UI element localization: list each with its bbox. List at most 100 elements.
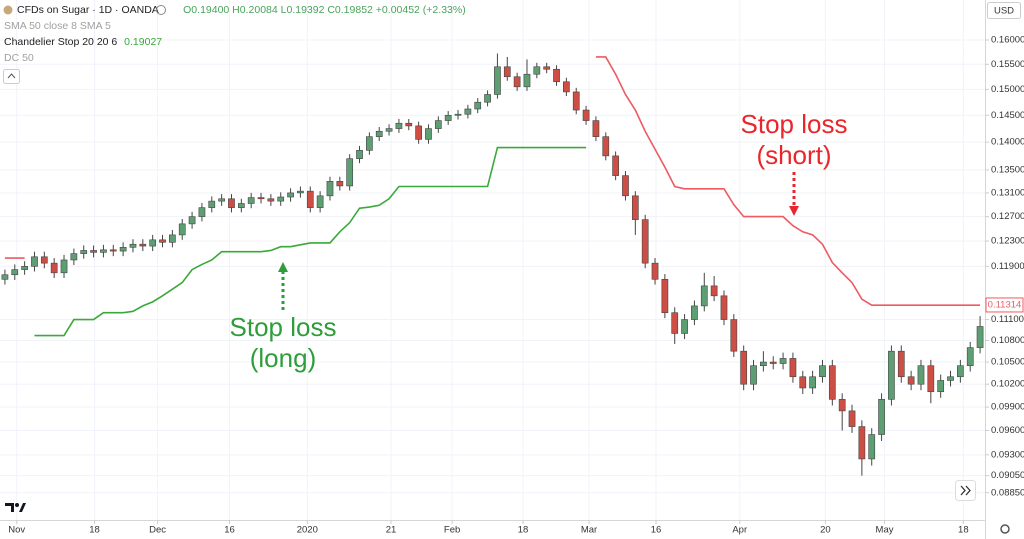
study-chandelier: Chandelier Stop 20 20 6 0.19027	[4, 36, 162, 48]
y-tick-label: 0.16000	[991, 35, 1024, 46]
header-line: CFDs on Sugar · 1D · OANDA O0.19400 H0.2…	[17, 4, 466, 16]
x-tick-label: 2020	[297, 525, 318, 536]
x-tick-label: 18	[89, 525, 100, 536]
candle-body	[799, 376, 807, 389]
settings-button[interactable]	[1000, 524, 1010, 534]
candle-body	[917, 365, 925, 385]
candle-body	[957, 365, 964, 378]
candle-body	[819, 365, 826, 378]
y-tick-label: 0.11900	[991, 261, 1024, 272]
candle-body	[297, 190, 304, 194]
annotation-text: (long)	[250, 343, 316, 373]
candle-body	[947, 376, 954, 381]
candle-body	[237, 203, 245, 208]
candle-body	[838, 399, 846, 412]
candle-body	[503, 66, 511, 78]
candle-body	[710, 285, 718, 297]
candle-body	[661, 279, 669, 314]
candle-body	[129, 243, 137, 248]
candle-body	[425, 128, 432, 140]
candle-body	[769, 361, 777, 364]
y-tick-label: 0.09600	[991, 425, 1024, 436]
candle-body	[375, 130, 383, 137]
candle-body	[415, 125, 422, 140]
collapse-icon	[7, 73, 16, 79]
x-tick-label: Apr	[732, 525, 747, 536]
candle-body	[582, 109, 590, 121]
y-tick-label: 0.10200	[991, 379, 1024, 390]
candle-body	[809, 376, 816, 389]
y-tick-label: 0.14500	[991, 110, 1024, 121]
status-icon	[156, 5, 166, 15]
logo-part	[19, 503, 26, 512]
candle-body	[779, 358, 787, 364]
scroll-icon	[960, 485, 971, 496]
candle-body	[888, 350, 895, 400]
candle-body	[671, 312, 679, 334]
x-tick-label: 16	[224, 525, 235, 536]
candle-body	[444, 114, 452, 121]
candle-body	[60, 259, 68, 274]
candle-body	[720, 295, 728, 320]
candle-body	[592, 120, 600, 137]
y-tick-label: 0.12700	[991, 211, 1024, 222]
candle-body	[484, 94, 491, 103]
candle-body	[641, 219, 649, 264]
collapse-button[interactable]	[3, 69, 20, 84]
candle-body	[602, 136, 610, 157]
candle-body	[533, 66, 541, 75]
candle-body	[454, 113, 462, 116]
symbol-icon	[3, 5, 13, 15]
candle-body	[366, 136, 373, 151]
candle-body	[228, 198, 235, 208]
arrow-head	[278, 262, 288, 272]
logo	[5, 503, 26, 512]
y-tick-label: 0.08850	[991, 487, 1024, 498]
currency-box[interactable]	[987, 2, 1021, 19]
candle-body	[188, 216, 196, 225]
candle-body	[848, 410, 856, 427]
x-axis: Nov 18 Dec 16 2020 21 Feb 18 Mar 16 Apr 20 May 18	[8, 520, 969, 536]
y-tick-label: 0.09300	[991, 449, 1024, 460]
candle-body	[346, 158, 354, 187]
annotation-text: Stop loss	[230, 312, 337, 342]
candle-body	[464, 108, 472, 115]
candle-body	[80, 250, 88, 254]
candle-body	[395, 122, 403, 129]
candle-body	[553, 68, 560, 83]
candle-body	[119, 247, 127, 252]
candle-body	[651, 262, 659, 280]
y-tick-label: 0.09900	[991, 402, 1024, 413]
candle-body	[385, 128, 393, 132]
candle-body	[789, 358, 797, 378]
short-annotation: Stop loss (short)	[741, 109, 847, 216]
candle-body	[494, 66, 501, 95]
x-tick-label: 20	[820, 525, 831, 536]
long-annotation: Stop loss (long)	[230, 262, 337, 373]
candle-body	[1, 274, 9, 280]
x-tick-label: Mar	[581, 525, 597, 536]
y-tick-label: 0.15500	[991, 59, 1024, 70]
y-tick-label: 0.09050	[991, 470, 1024, 481]
candle-body	[740, 350, 748, 385]
candle-body	[149, 239, 157, 247]
candle-body	[513, 76, 521, 88]
candle-body	[523, 73, 531, 88]
annotation-text: (short)	[756, 140, 831, 170]
candle-body	[878, 399, 885, 435]
candle-body	[927, 365, 935, 393]
arrow-head	[789, 206, 799, 216]
candle-body	[247, 197, 255, 204]
candle-body	[631, 195, 639, 220]
x-tick-label: 21	[386, 525, 397, 536]
candle-body	[100, 249, 107, 253]
candle-body	[563, 81, 570, 93]
candle-body	[277, 196, 285, 202]
plot-area	[1, 53, 984, 476]
currency: USD	[994, 6, 1014, 17]
candle-body	[858, 426, 866, 460]
candle-body	[691, 305, 698, 320]
x-tick-label: 18	[958, 525, 969, 536]
x-tick-label: Feb	[444, 525, 460, 536]
